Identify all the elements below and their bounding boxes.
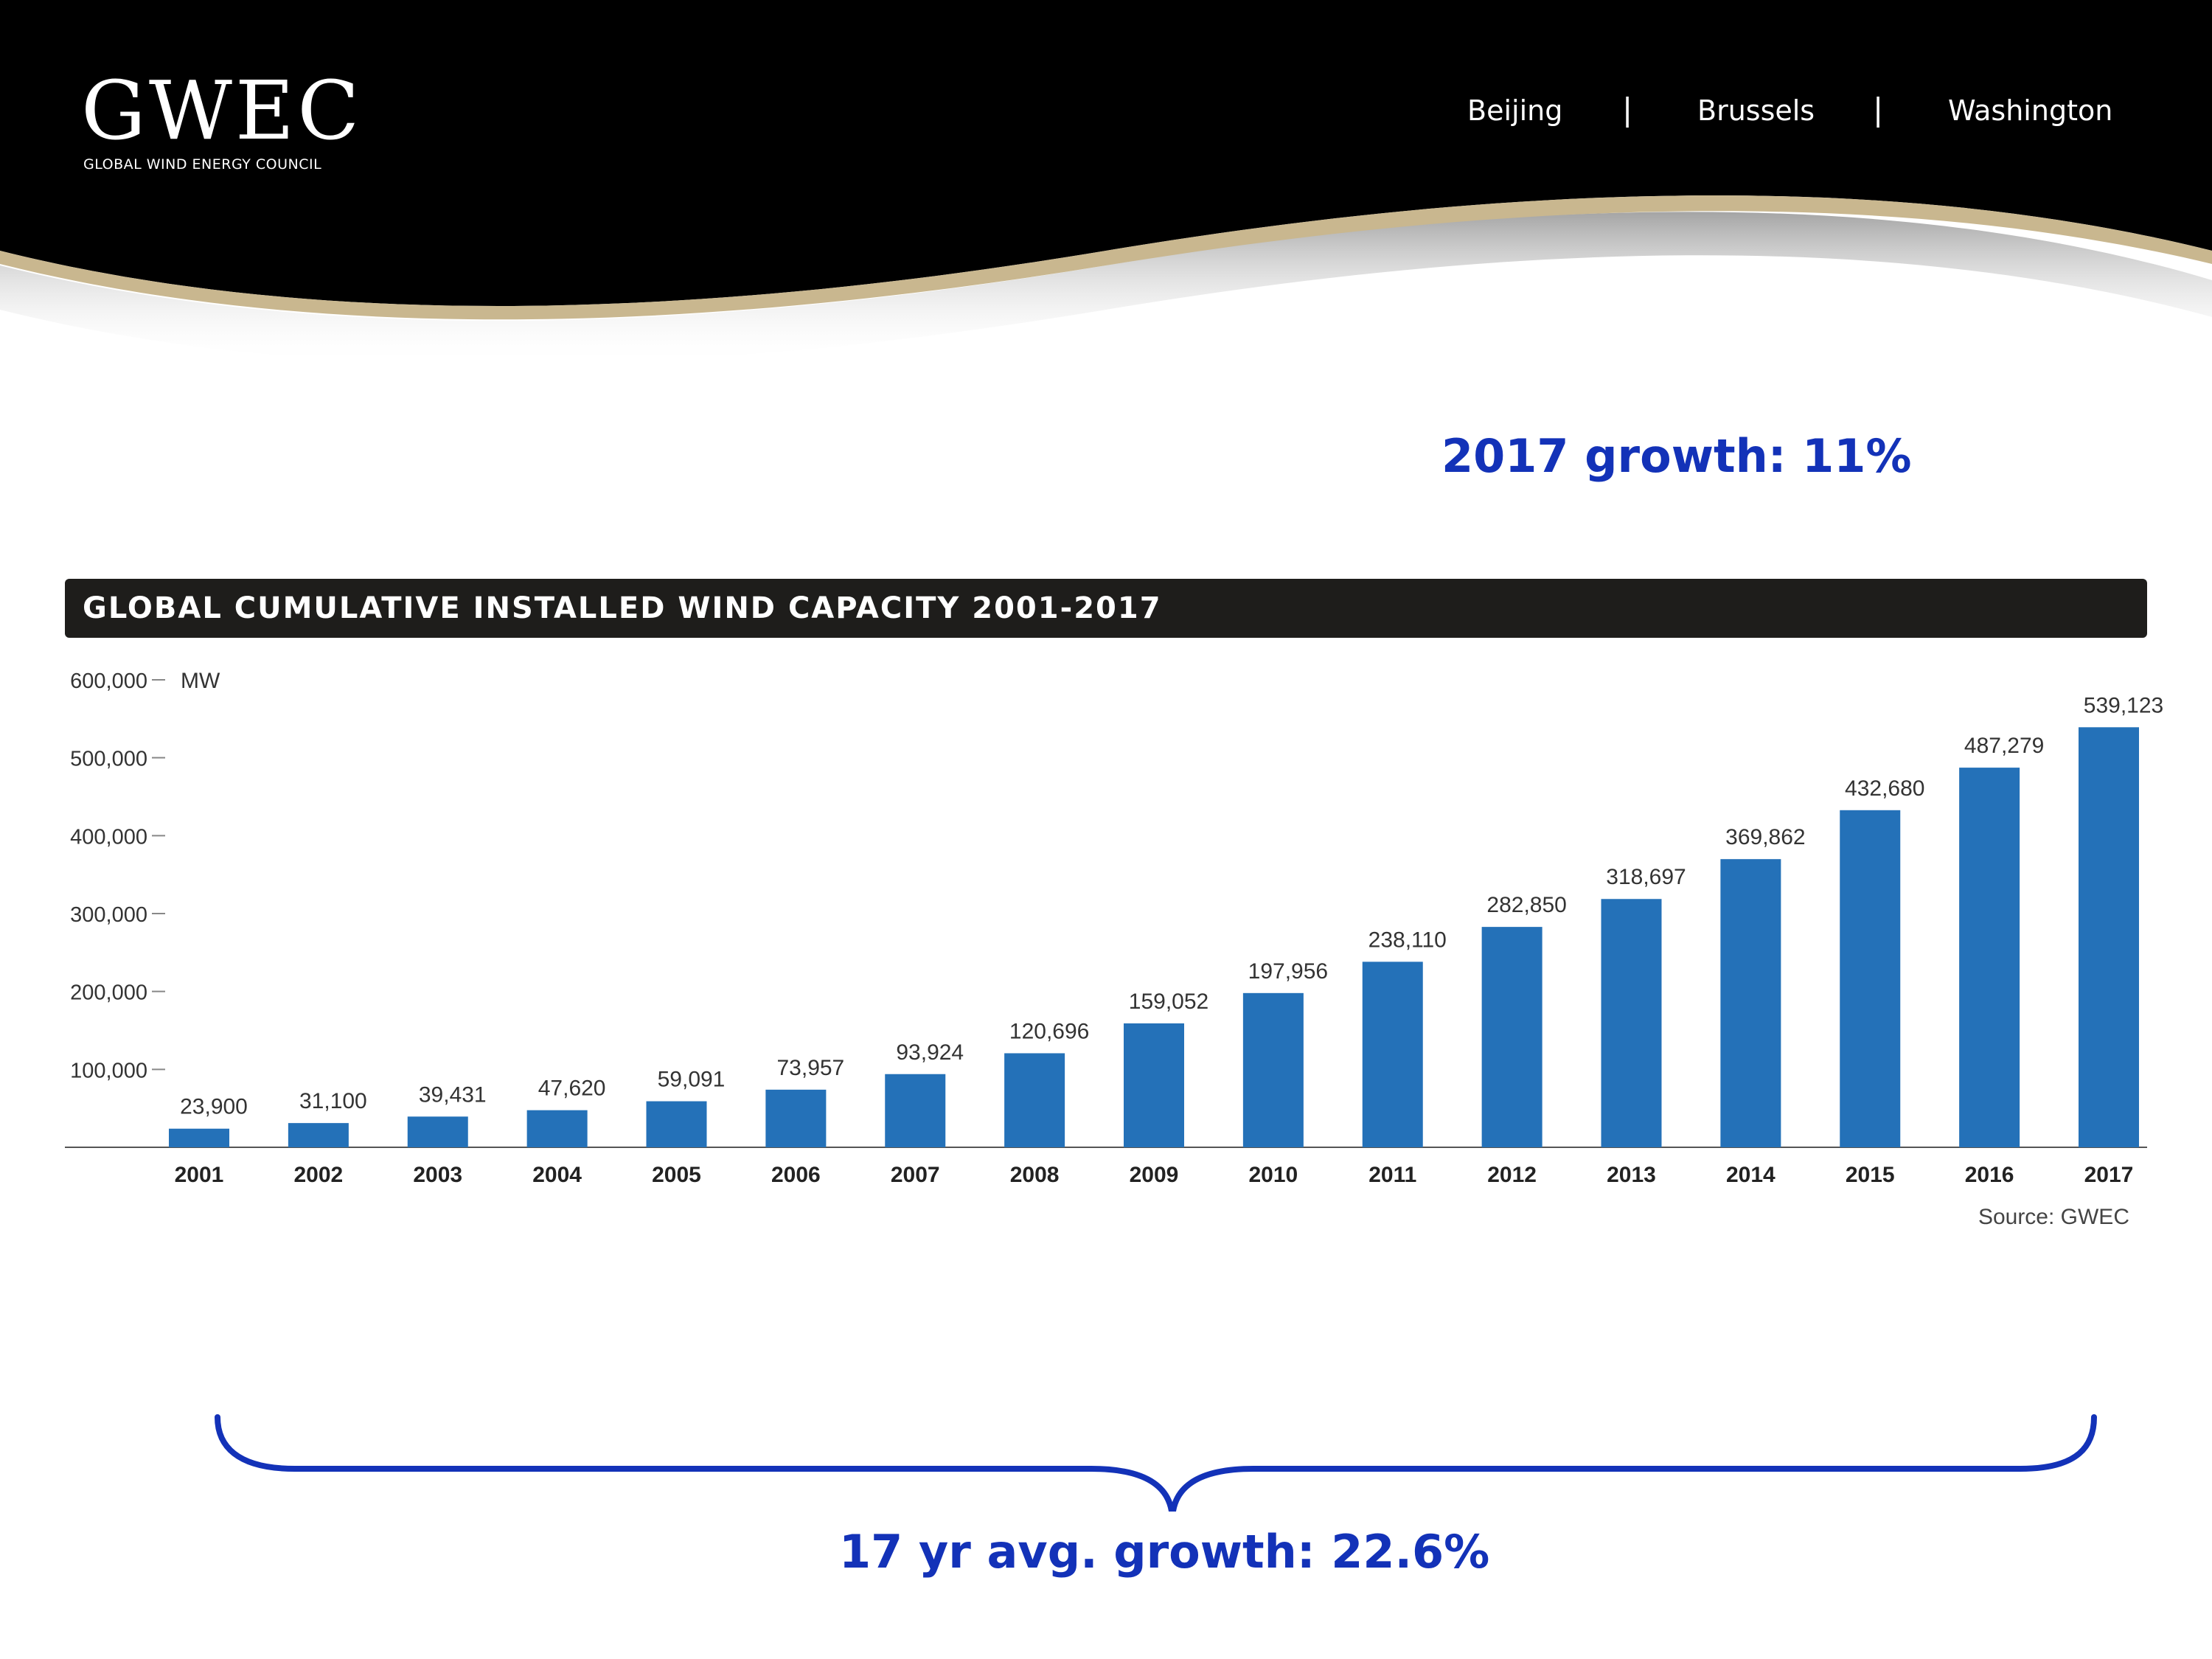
x-tick-label: 2015: [1846, 1163, 1895, 1187]
y-tick-label: 600,000: [70, 669, 147, 693]
chart-source: Source: GWEC: [1978, 1205, 2129, 1229]
bar-2015: [1840, 810, 1901, 1147]
value-label: 432,680: [1845, 776, 1924, 801]
city-separator: |: [1622, 91, 1633, 128]
value-label: 197,956: [1248, 959, 1328, 984]
x-tick-label: 2014: [1726, 1163, 1775, 1187]
bar-2009: [1124, 1023, 1184, 1147]
bar-2011: [1362, 961, 1423, 1147]
gwec-logo: GWEC: [81, 70, 362, 151]
header-wave-shadow: [0, 212, 2212, 365]
logo-text: GWEC: [81, 63, 363, 158]
bar-2001: [169, 1128, 229, 1147]
chart-title-banner: GLOBAL CUMULATIVE INSTALLED WIND CAPACIT…: [65, 579, 2147, 638]
header-banner: [0, 0, 2212, 365]
header-black-band: [0, 0, 2212, 306]
value-label: 318,697: [1606, 865, 1686, 889]
bar-2012: [1481, 927, 1543, 1147]
value-label: 73,957: [776, 1056, 844, 1080]
value-label: 39,431: [419, 1082, 487, 1107]
bar-2005: [646, 1101, 707, 1147]
x-tick-label: 2017: [2084, 1163, 2134, 1187]
bar-2007: [885, 1074, 946, 1147]
x-tick-label: 2011: [1368, 1163, 1416, 1187]
growth-2017-callout: 2017 growth: 11%: [1441, 429, 1912, 483]
value-label: 487,279: [1964, 734, 2044, 758]
bar-2014: [1720, 859, 1781, 1147]
value-label: 539,123: [2084, 693, 2163, 717]
chart-title: GLOBAL CUMULATIVE INSTALLED WIND CAPACIT…: [83, 591, 1162, 625]
value-label: 31,100: [299, 1089, 367, 1113]
x-tick-label: 2004: [532, 1163, 582, 1187]
bar-2006: [765, 1089, 827, 1147]
x-tick-label: 2006: [771, 1163, 821, 1187]
x-tick-label: 2003: [413, 1163, 462, 1187]
city-washington: Washington: [1948, 94, 2113, 127]
x-tick-label: 2009: [1130, 1163, 1179, 1187]
city-brussels: Brussels: [1697, 94, 1815, 127]
y-tick-label: 200,000: [70, 981, 147, 1005]
bar-2017: [2079, 727, 2139, 1147]
y-tick-label: 300,000: [70, 903, 147, 927]
x-tick-label: 2007: [891, 1163, 940, 1187]
bar-chart: 100,000 200,000 300,000 400,000 500,000 600,0…: [65, 669, 2163, 1229]
growth-brace: [215, 1414, 2097, 1512]
y-unit-label: MW: [181, 669, 220, 693]
x-tick-label: 2012: [1487, 1163, 1537, 1187]
x-tick-label: 2002: [294, 1163, 344, 1187]
value-label: 159,052: [1129, 990, 1208, 1014]
x-tick-label: 2001: [175, 1163, 224, 1187]
x-tick-label: 2005: [652, 1163, 701, 1187]
avg-growth-callout: 17 yr avg. growth: 22.6%: [839, 1525, 1490, 1579]
value-label: 93,924: [896, 1040, 964, 1065]
bar-2004: [526, 1110, 588, 1147]
value-label: 59,091: [658, 1068, 726, 1092]
bar-2002: [288, 1123, 349, 1147]
bar-2008: [1004, 1053, 1065, 1147]
bar-2013: [1601, 899, 1662, 1147]
bar-2010: [1242, 992, 1304, 1147]
bar-2016: [1959, 768, 2020, 1147]
city-separator: |: [1873, 91, 1884, 128]
value-label: 369,862: [1725, 825, 1805, 849]
curly-brace: [215, 1414, 2097, 1512]
value-label: 47,620: [538, 1077, 606, 1101]
value-label: 282,850: [1486, 893, 1566, 917]
city-beijing: Beijing: [1467, 94, 1563, 127]
header-gold-stripe: [0, 195, 2212, 320]
y-tick-label: 500,000: [70, 748, 147, 771]
x-tick-label: 2010: [1249, 1163, 1298, 1187]
logo-subtitle: GLOBAL WIND ENERGY COUNCIL: [83, 156, 322, 173]
value-label: 23,900: [180, 1095, 248, 1119]
bar-2003: [407, 1116, 468, 1147]
y-tick-label: 400,000: [70, 825, 147, 849]
x-tick-label: 2013: [1607, 1163, 1656, 1187]
value-label: 238,110: [1368, 928, 1447, 952]
y-tick-label: 100,000: [70, 1059, 147, 1082]
x-tick-label: 2008: [1010, 1163, 1060, 1187]
x-tick-label: 2016: [1965, 1163, 2014, 1187]
value-label: 120,696: [1009, 1019, 1089, 1043]
